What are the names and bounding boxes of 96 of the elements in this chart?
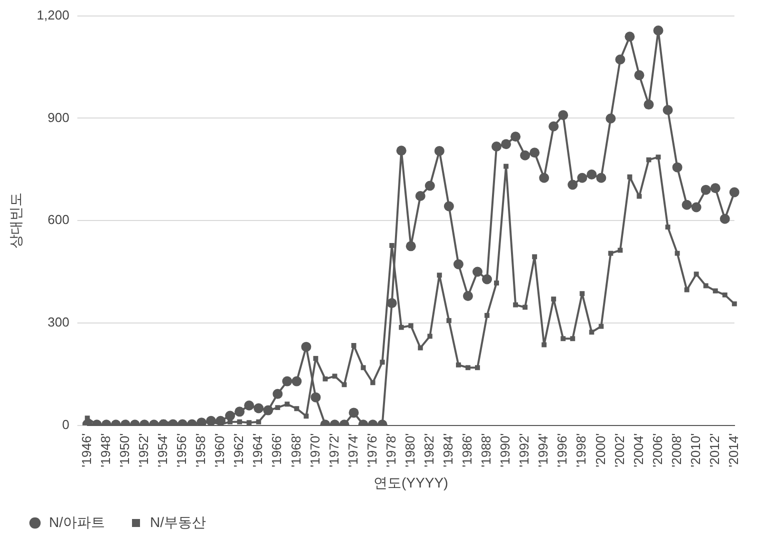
- y-tick-label: 1,200: [36, 7, 70, 22]
- x-tick-label: '1970': [307, 433, 322, 468]
- point: [694, 272, 699, 277]
- point: [513, 302, 518, 308]
- point: [418, 345, 423, 350]
- point: [674, 250, 680, 256]
- y-axis-title: 상대빈도: [7, 192, 24, 249]
- point: [475, 365, 480, 370]
- point: [532, 254, 538, 260]
- x-tick-label: '2008': [668, 433, 684, 468]
- point: [627, 174, 632, 180]
- x-tick-label: '1998': [574, 433, 589, 468]
- point: [732, 301, 737, 306]
- x-tick-label: '2014': [726, 433, 741, 468]
- x-tick-label: '1956': [174, 433, 190, 468]
- x-tick-label: '1978': [383, 433, 398, 468]
- point: [712, 288, 718, 294]
- point: [665, 224, 670, 230]
- point: [551, 296, 556, 302]
- point: [580, 291, 585, 296]
- x-axis-title: 연도(YYYY): [374, 474, 448, 490]
- point: [294, 406, 300, 412]
- point: [304, 414, 309, 419]
- point: [494, 280, 499, 286]
- point: [256, 419, 262, 424]
- x-tick-label: '2010': [688, 433, 703, 468]
- point: [389, 242, 394, 248]
- point: [284, 402, 290, 407]
- x-tick-label: '1988': [478, 433, 494, 468]
- y-tick-label: 300: [48, 314, 70, 330]
- x-tick-label: '1986': [460, 433, 475, 468]
- x-tick-label: '2006': [650, 433, 665, 468]
- point: [237, 419, 242, 424]
- point: [656, 154, 661, 160]
- point: [504, 164, 508, 169]
- point: [589, 330, 594, 335]
- y-tick-label: 600: [48, 212, 70, 228]
- point: [570, 336, 576, 342]
- x-tick-label: '2002': [612, 433, 627, 468]
- point: [522, 304, 528, 310]
- x-tick-label: '1946': [78, 433, 94, 468]
- x-tick-label: '1964': [250, 433, 266, 468]
- point: [618, 248, 623, 253]
- y-tick-label: 900: [48, 110, 70, 125]
- point: [636, 194, 642, 199]
- point: [398, 324, 404, 330]
- point: [322, 376, 328, 382]
- point: [456, 362, 461, 368]
- point: [332, 374, 338, 379]
- point: [313, 356, 318, 361]
- x-tick-label: '2000': [592, 433, 608, 468]
- x-tick-label: '1954': [155, 433, 170, 468]
- x-tick-label: '1974': [345, 433, 360, 468]
- point: [608, 250, 614, 256]
- x-tick-label: '1984': [440, 433, 456, 468]
- y-tick-label: 0: [62, 416, 70, 432]
- x-tick-label: '1968': [288, 433, 304, 468]
- point: [275, 405, 280, 410]
- x-tick-label: '1990': [498, 433, 513, 468]
- x-tick-label: '1994': [536, 433, 551, 468]
- point: [436, 272, 442, 278]
- x-tick-label: '1980': [402, 433, 418, 468]
- point: [342, 382, 347, 388]
- point: [703, 283, 708, 288]
- x-tick-label: '1966': [269, 433, 284, 468]
- x-tick-label: '1950': [116, 433, 132, 468]
- point: [684, 287, 690, 292]
- x-tick-label: '1992': [516, 433, 532, 468]
- x-tick-label: '1958': [193, 433, 208, 468]
- point: [484, 312, 490, 318]
- x-tick-label: '1976': [364, 433, 380, 468]
- x-tick-label: '2004': [630, 433, 646, 468]
- point: [351, 342, 356, 348]
- x-tick-label: '1960': [212, 433, 228, 468]
- x-tick-label: '1996': [554, 433, 570, 468]
- point: [408, 323, 414, 328]
- x-tick-label: '1982': [421, 433, 436, 468]
- point: [370, 380, 376, 386]
- point: [427, 334, 432, 339]
- point: [360, 365, 366, 370]
- point: [598, 324, 604, 329]
- point: [722, 292, 728, 298]
- point: [646, 157, 652, 162]
- point: [446, 318, 452, 324]
- point: [465, 365, 470, 370]
- x-tick-label: '1962': [231, 433, 246, 468]
- point: [380, 360, 385, 365]
- x-tick-label: '1948': [98, 433, 113, 468]
- legend-label: N/부동산: [150, 514, 206, 530]
- x-tick-label: '2012': [706, 433, 722, 468]
- point: [246, 420, 252, 426]
- x-tick-label: '1952': [136, 433, 152, 468]
- point: [542, 342, 547, 348]
- point: [560, 336, 566, 342]
- legend-label: N/아파트: [49, 514, 105, 530]
- x-tick-label: '1972': [326, 433, 342, 468]
